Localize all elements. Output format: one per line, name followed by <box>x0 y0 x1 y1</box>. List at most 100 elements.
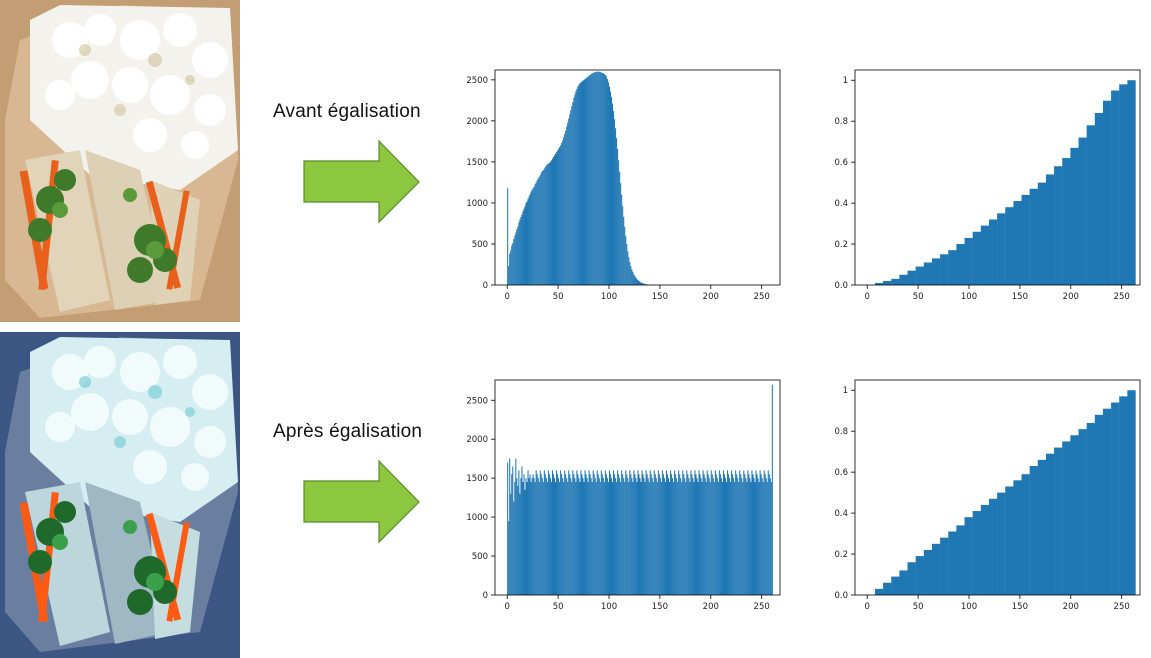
bar <box>655 478 657 595</box>
x-tick-label: 200 <box>703 602 719 612</box>
bar <box>915 266 924 285</box>
bar <box>513 239 515 285</box>
bar <box>593 72 595 286</box>
bar <box>570 110 572 285</box>
bar <box>640 482 642 595</box>
bar <box>1078 137 1087 285</box>
bar <box>744 474 746 595</box>
bar <box>625 235 627 285</box>
bar <box>531 189 533 285</box>
bar <box>619 171 621 285</box>
bar <box>1070 435 1079 595</box>
bar <box>535 182 537 285</box>
bar <box>556 152 558 285</box>
bar <box>754 482 756 595</box>
bar <box>583 79 585 286</box>
bar <box>581 474 583 595</box>
bar <box>645 470 647 595</box>
bar <box>680 478 682 595</box>
bar <box>549 161 551 285</box>
bar <box>684 478 686 595</box>
bar <box>907 562 916 595</box>
bar <box>735 470 737 595</box>
bar <box>769 478 771 595</box>
bar <box>722 470 724 595</box>
bar <box>678 470 680 595</box>
bar <box>768 474 770 595</box>
bar <box>730 482 732 595</box>
bar <box>661 470 663 595</box>
bar <box>542 482 544 595</box>
bar <box>562 140 564 285</box>
bar <box>632 482 634 595</box>
bar <box>683 474 685 595</box>
y-tick-label: 0.6 <box>834 468 848 478</box>
bar <box>646 474 648 595</box>
bar <box>750 482 752 595</box>
bar <box>630 266 632 285</box>
x-tick-label: 200 <box>1063 602 1079 612</box>
bar <box>518 222 520 285</box>
bar <box>592 72 594 286</box>
bar <box>742 482 744 595</box>
bar <box>510 493 512 595</box>
bar <box>741 478 743 595</box>
bar <box>988 498 998 595</box>
bar <box>931 543 941 595</box>
bar <box>566 478 568 595</box>
bar <box>676 478 678 595</box>
bar <box>532 188 534 285</box>
y-tick-label: 1000 <box>466 513 488 523</box>
bar <box>613 470 615 595</box>
bar <box>671 474 673 595</box>
bar <box>669 482 671 595</box>
bar <box>641 470 643 595</box>
bar <box>738 482 740 595</box>
bar <box>614 474 616 595</box>
bar <box>569 114 571 285</box>
bar <box>964 237 973 285</box>
bar <box>535 470 537 595</box>
bar <box>622 474 624 595</box>
bars <box>507 71 658 286</box>
bar <box>643 283 645 285</box>
bar <box>601 72 603 286</box>
bar <box>1094 414 1104 595</box>
bar <box>610 478 613 595</box>
bar <box>528 196 530 285</box>
bar <box>899 274 908 285</box>
x-tick-label: 100 <box>601 602 617 612</box>
bar <box>652 482 654 595</box>
bar <box>1086 423 1095 595</box>
y-tick-label: 0.4 <box>834 199 848 209</box>
bar <box>597 71 599 285</box>
bar <box>623 478 625 595</box>
bar <box>874 588 884 595</box>
arrow-shape <box>303 139 420 224</box>
bar <box>558 478 560 595</box>
bar <box>710 470 712 595</box>
bar <box>618 474 620 595</box>
x-tick-label: 150 <box>1012 602 1028 612</box>
bar <box>543 168 545 285</box>
bar <box>598 478 600 595</box>
bar <box>677 482 679 595</box>
bar <box>759 470 761 595</box>
bar <box>565 474 567 595</box>
bar <box>546 482 548 595</box>
bar <box>701 482 703 595</box>
bar <box>980 504 990 595</box>
y-tick-label: 500 <box>472 240 488 250</box>
bar <box>580 82 582 285</box>
bar <box>582 80 584 285</box>
x-tick-label: 150 <box>1012 292 1028 302</box>
bar <box>531 478 533 595</box>
bar <box>997 213 1006 285</box>
bar <box>727 470 729 595</box>
bar <box>940 537 949 595</box>
bar <box>601 474 603 595</box>
bar <box>718 470 720 595</box>
bar <box>628 482 630 595</box>
bar <box>972 231 981 285</box>
bar <box>508 266 510 285</box>
